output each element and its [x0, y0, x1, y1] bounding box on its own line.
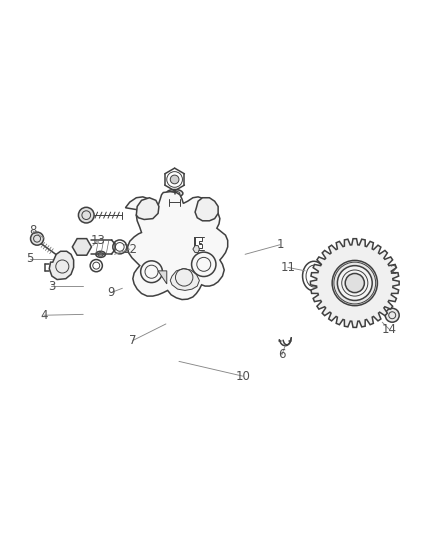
Text: 12: 12	[122, 243, 137, 256]
Polygon shape	[311, 239, 399, 327]
Text: 1: 1	[276, 238, 284, 251]
Polygon shape	[49, 251, 74, 279]
Ellipse shape	[166, 189, 183, 197]
Text: 4: 4	[40, 309, 48, 322]
Polygon shape	[193, 246, 199, 253]
Text: 3: 3	[48, 280, 55, 293]
Circle shape	[332, 261, 378, 305]
Circle shape	[31, 232, 44, 245]
Circle shape	[78, 207, 94, 223]
Text: 14: 14	[382, 323, 397, 336]
Polygon shape	[195, 198, 218, 221]
Polygon shape	[72, 239, 92, 255]
Polygon shape	[195, 237, 202, 248]
Text: 10: 10	[236, 370, 251, 383]
Text: 6: 6	[279, 348, 286, 361]
Circle shape	[170, 175, 179, 184]
Ellipse shape	[96, 251, 106, 257]
Text: 8: 8	[29, 224, 36, 237]
Polygon shape	[136, 198, 159, 220]
Text: 13: 13	[91, 234, 106, 247]
Text: 7: 7	[129, 334, 137, 347]
Polygon shape	[158, 271, 167, 284]
Text: 11: 11	[280, 261, 295, 274]
Circle shape	[345, 273, 364, 293]
Text: 9: 9	[107, 286, 115, 299]
Text: 5: 5	[26, 252, 33, 265]
Polygon shape	[170, 269, 199, 290]
Polygon shape	[125, 192, 228, 300]
Circle shape	[385, 308, 399, 322]
Text: 2: 2	[389, 264, 397, 277]
Circle shape	[337, 265, 372, 301]
